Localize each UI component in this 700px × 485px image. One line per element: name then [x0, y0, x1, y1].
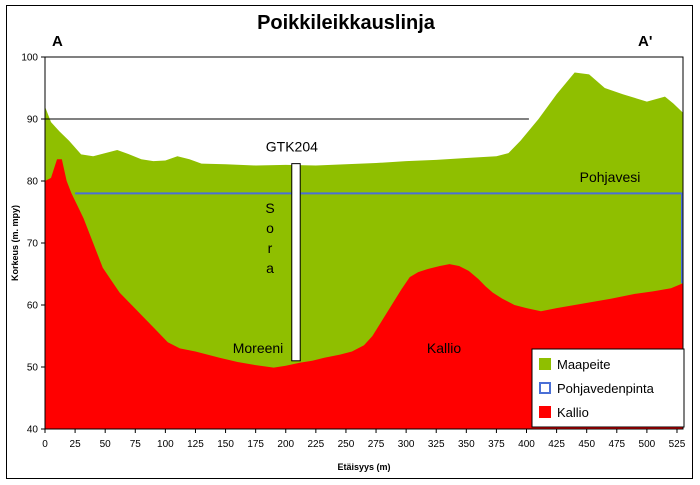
y-tick-label: 60 [27, 301, 39, 312]
y-tick-label: 100 [21, 53, 38, 64]
y-tick-label: 70 [27, 239, 39, 250]
x-tick-label: 400 [518, 439, 535, 450]
x-tick-label: 75 [130, 439, 142, 450]
legend-label: Pohjavedenpinta [557, 381, 655, 396]
y-tick-label: 40 [27, 425, 39, 436]
borehole-label: GTK204 [266, 139, 318, 155]
legend-swatch [539, 358, 551, 370]
legend: Maapeite Pohjavedenpinta Kallio [531, 348, 685, 428]
legend-box [531, 348, 685, 428]
borehole-gtk204 [291, 163, 301, 362]
x-tick-label: 125 [187, 439, 204, 450]
annotation-sora-letter: o [266, 220, 274, 236]
corner-label-left: A [52, 33, 63, 50]
annotation-kallio: Kallio [427, 340, 461, 356]
x-tick-label: 250 [338, 439, 355, 450]
corner-label-right: A' [638, 33, 652, 50]
x-tick-label: 100 [157, 439, 174, 450]
annotation-sora-letter: r [268, 240, 273, 256]
legend-label: Maapeite [557, 357, 610, 372]
x-tick-label: 300 [398, 439, 415, 450]
x-tick-label: 50 [100, 439, 112, 450]
y-tick-label: 90 [27, 115, 39, 126]
x-tick-label: 375 [488, 439, 505, 450]
x-tick-label: 175 [247, 439, 264, 450]
y-tick-label: 80 [27, 177, 39, 188]
x-axis-label: Etäisyys (m) [337, 462, 390, 472]
x-tick-label: 325 [428, 439, 445, 450]
annotation-sora-letter: a [266, 260, 274, 276]
x-tick-label: 425 [548, 439, 565, 450]
x-tick-label: 475 [608, 439, 625, 450]
chart-title: Poikkileikkauslinja [257, 12, 436, 34]
axes: 40 50 60 70 80 90 100 0 25 50 75 100 125 150 175 200 225… [21, 53, 685, 451]
x-tick-label: 200 [277, 439, 294, 450]
series-kallio-area [45, 159, 683, 430]
annotation-sora-letter: S [265, 200, 274, 216]
annotation-moreeni: Moreeni [233, 340, 284, 356]
x-tick-label: 225 [308, 439, 325, 450]
y-axis-label: Korkeus (m. mpy) [10, 205, 20, 281]
legend-swatch [539, 382, 551, 394]
x-tick-label: 0 [42, 439, 48, 450]
annotation-pohjavesi: Pohjavesi [580, 169, 641, 185]
y-tick-label: 50 [27, 363, 39, 374]
x-tick-label: 500 [639, 439, 656, 450]
legend-swatch [539, 406, 551, 418]
x-tick-label: 25 [70, 439, 82, 450]
x-tick-label: 150 [217, 439, 234, 450]
x-tick-label: 275 [368, 439, 385, 450]
x-tick-label: 350 [458, 439, 475, 450]
x-tick-label: 525 [669, 439, 686, 450]
legend-label: Kallio [557, 405, 589, 420]
x-tick-label: 450 [578, 439, 595, 450]
